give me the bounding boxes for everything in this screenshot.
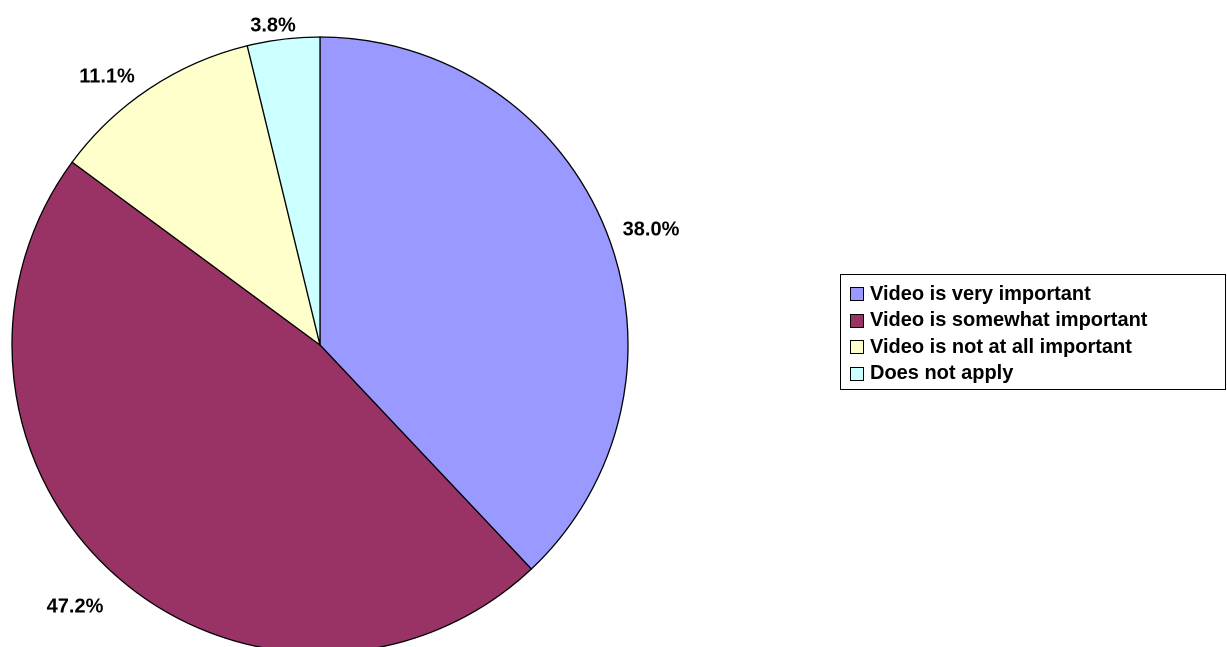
legend-swatch-3 xyxy=(850,340,864,355)
legend-label-4: Does not apply xyxy=(870,362,1014,385)
pie-data-labels: 38.0% 47.2% 11.1% 3.8% xyxy=(47,14,680,617)
legend-label-2: Video is somewhat important xyxy=(870,309,1148,332)
data-label-2: 47.2% xyxy=(47,595,104,617)
pie-slice-2 xyxy=(11,161,533,647)
chart-legend: Video is very important Video is somewhat… xyxy=(840,274,1226,390)
pie-slice-3 xyxy=(71,44,322,347)
data-label-1: 38.0% xyxy=(623,218,680,240)
legend-swatch-1 xyxy=(850,287,864,302)
pie-slice-1 xyxy=(319,36,629,570)
legend-item-2: Video is somewhat important xyxy=(850,308,1225,335)
pie-slices xyxy=(11,36,629,647)
pie-slice-4 xyxy=(246,36,321,346)
legend-item-4: Does not apply xyxy=(850,361,1225,388)
data-label-4: 3.8% xyxy=(250,14,296,36)
legend-swatch-4 xyxy=(850,366,864,381)
legend-label-1: Video is very important xyxy=(870,282,1091,305)
legend-item-1: Video is very important xyxy=(850,281,1225,308)
legend-label-3: Video is not at all important xyxy=(870,335,1132,358)
legend-swatch-2 xyxy=(850,313,864,328)
data-label-3: 11.1% xyxy=(79,65,135,87)
legend-item-3: Video is not at all important xyxy=(850,334,1225,361)
